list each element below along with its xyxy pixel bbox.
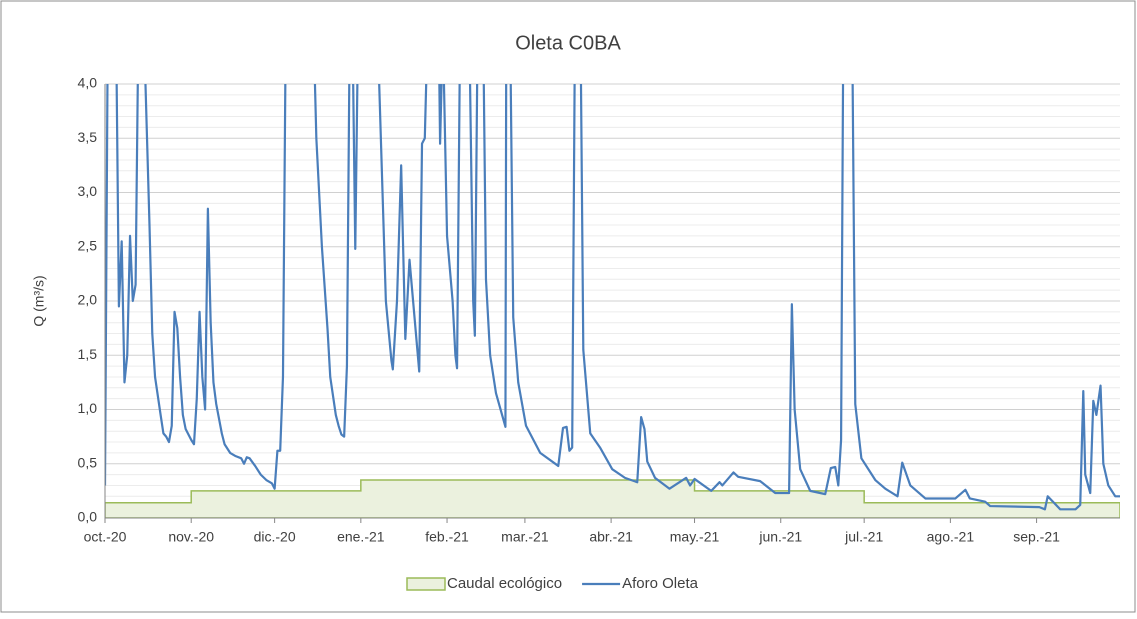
x-tick-label: jun.-21: [758, 529, 802, 545]
x-tick-label: ene.-21: [337, 529, 385, 545]
legend-swatch: [406, 577, 446, 591]
x-tick-label: may.-21: [670, 529, 720, 545]
x-tick-label: feb.-21: [425, 529, 469, 545]
x-tick-label: nov.-20: [168, 529, 214, 545]
y-tick-label: 4,0: [78, 75, 98, 91]
y-tick-label: 1,0: [78, 400, 98, 416]
x-tick-label: mar.-21: [501, 529, 549, 545]
y-tick-label: 3,0: [78, 183, 98, 199]
x-tick-label: abr.-21: [589, 529, 633, 545]
y-tick-label: 2,5: [78, 237, 98, 253]
y-axis-label: Q (m³/s): [31, 275, 47, 326]
y-tick-label: 2,0: [78, 292, 98, 308]
line: [105, 84, 1120, 511]
y-tick-label: 3,5: [78, 129, 98, 145]
y-tick-label: 1,5: [78, 346, 98, 362]
x-tick-label: oct.-20: [84, 529, 127, 545]
legend-label: Aforo Oleta: [622, 575, 699, 592]
x-tick-label: ago.-21: [927, 529, 975, 545]
x-tick-label: jul.-21: [844, 529, 883, 545]
chart-title: Oleta C0BA: [515, 32, 621, 54]
y-tick-label: 0,5: [78, 454, 98, 470]
x-tick-label: dic.-20: [254, 529, 296, 545]
y-tick-label: 0,0: [78, 509, 98, 525]
x-tick-label: sep.-21: [1013, 529, 1060, 545]
legend-label: Caudal ecológico: [447, 575, 562, 592]
